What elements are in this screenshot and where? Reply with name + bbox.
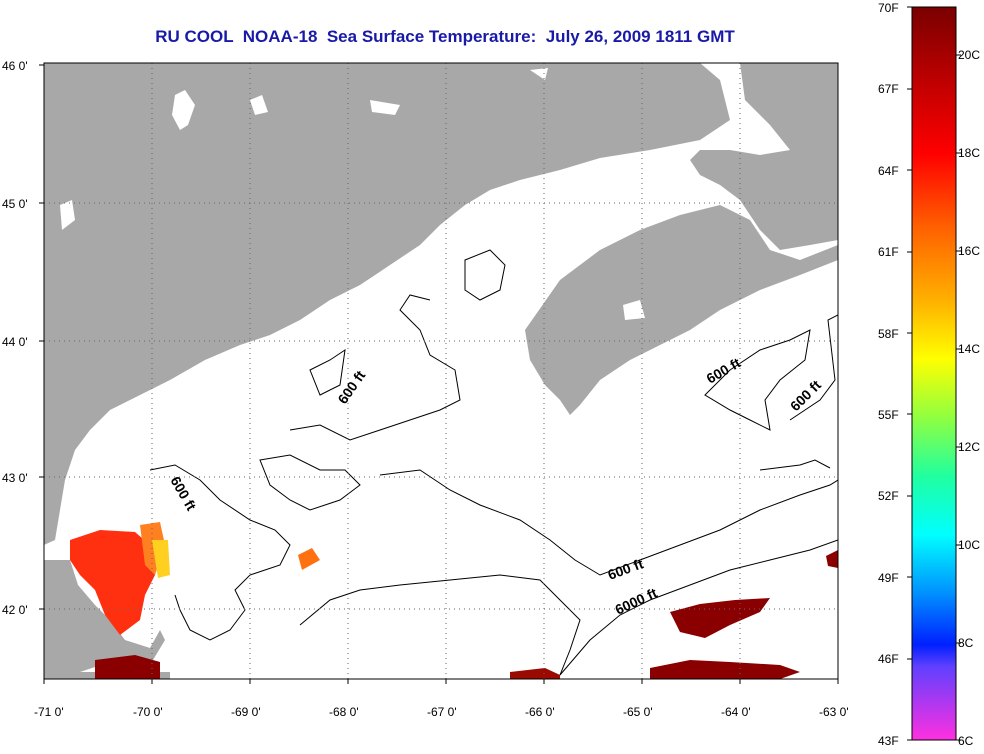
sst-yellow-edge [152, 540, 170, 578]
colorbar-c-label: 6C [958, 734, 974, 748]
map-title: RU COOL NOAA-18 Sea Surface Temperature:… [155, 27, 735, 46]
lat-label: 45 0' [2, 197, 28, 211]
sst-dark-patch-bottom [510, 668, 560, 679]
lon-label: -66 0' [525, 705, 555, 719]
colorbar-f-label: 43F [878, 734, 899, 748]
land-new-brunswick [690, 63, 838, 250]
colorbar-c-label: 12C [958, 440, 980, 454]
bathymetry-contours [149, 249, 838, 676]
lon-label: -67 0' [427, 705, 457, 719]
colorbar-c-label: 18C [958, 146, 980, 160]
lake [172, 90, 195, 130]
colorbar-f-label: 55F [878, 408, 899, 422]
colorbar-f-label: 52F [878, 489, 899, 503]
sst-dark-patch-east [670, 598, 770, 638]
lon-label: -64 0' [721, 705, 751, 719]
colorbar-c-label: 14C [958, 342, 980, 356]
colorbar-f-label: 49F [878, 571, 899, 585]
sst-dark-patch-edge [826, 550, 838, 568]
colorbar [911, 6, 957, 741]
map-frame [43, 62, 839, 680]
lon-label: -63 0' [819, 705, 849, 719]
land-massachusetts [44, 560, 165, 672]
sst-warm-patch-west [70, 530, 155, 635]
lake [60, 200, 75, 230]
lake [623, 300, 645, 320]
lat-label: 46 0' [2, 59, 28, 73]
lon-label: -69 0' [231, 705, 261, 719]
axis-ticks [39, 64, 839, 684]
lake [370, 100, 400, 115]
colorbar-f-label: 58F [878, 327, 899, 341]
lat-label: 44 0' [2, 335, 28, 349]
land-maine [44, 63, 730, 545]
colorbar-f-label: 46F [878, 652, 899, 666]
sst-orange-small [298, 548, 320, 570]
lon-label: -65 0' [623, 705, 653, 719]
colorbar-f-label: 61F [878, 245, 899, 259]
colorbar-c-label: 20C [958, 48, 980, 62]
lon-label: -71 0' [34, 705, 64, 719]
colorbar-c-label: 10C [958, 538, 980, 552]
colorbar-f-label: 67F [878, 82, 899, 96]
colorbar-f-label: 64F [878, 164, 899, 178]
land-nova-scotia [525, 205, 838, 415]
lon-label: -68 0' [329, 705, 359, 719]
lat-label: 42 0' [2, 603, 28, 617]
sst-dark-patch-south [95, 655, 160, 679]
colorbar-f-label: 70F [878, 1, 899, 15]
lat-label: 43 0' [2, 471, 28, 485]
colorbar-ticks [907, 6, 961, 741]
lake [530, 68, 548, 80]
colorbar-c-label: 16C [958, 244, 980, 258]
lake [250, 95, 268, 115]
lon-label: -70 0' [133, 705, 163, 719]
colorbar-c-label: 8C [958, 636, 974, 650]
sst-dark-patch-southeast [650, 660, 800, 679]
